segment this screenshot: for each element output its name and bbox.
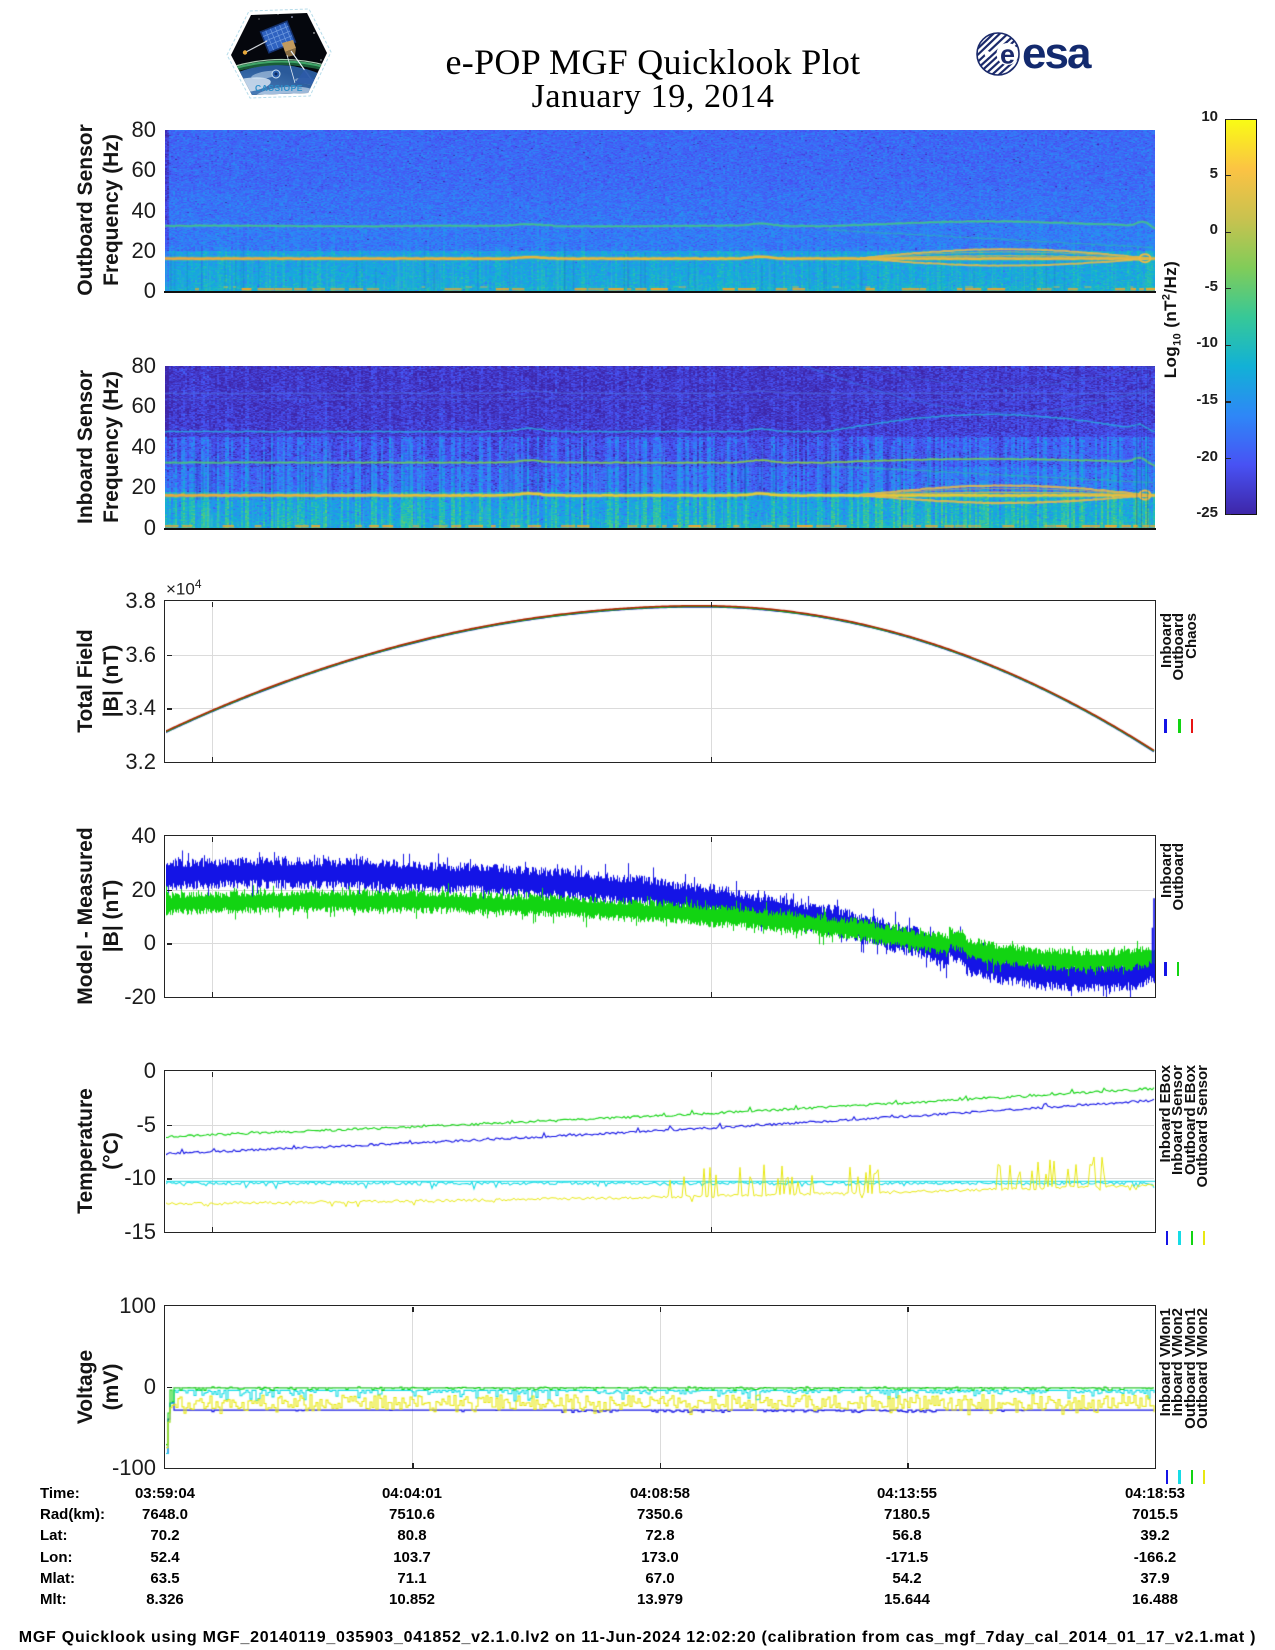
- svg-text:esa: esa: [1022, 29, 1092, 78]
- svg-text:e: e: [1000, 40, 1015, 70]
- svg-text:CASSIOPE: CASSIOPE: [255, 83, 303, 93]
